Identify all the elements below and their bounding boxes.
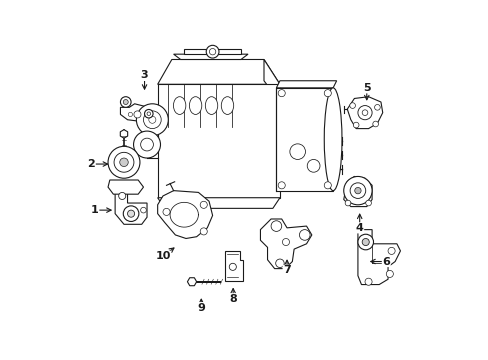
Circle shape (357, 234, 373, 250)
Text: 3: 3 (141, 71, 148, 80)
Circle shape (229, 263, 236, 270)
Polygon shape (173, 54, 247, 59)
Polygon shape (115, 189, 147, 224)
Circle shape (364, 278, 371, 285)
Circle shape (282, 238, 289, 246)
Text: 6: 6 (382, 257, 389, 266)
Circle shape (200, 201, 207, 208)
Polygon shape (108, 180, 143, 194)
Ellipse shape (205, 97, 217, 114)
Circle shape (387, 247, 394, 255)
Polygon shape (264, 59, 279, 102)
Polygon shape (224, 251, 242, 281)
Polygon shape (157, 84, 279, 198)
Polygon shape (346, 97, 382, 129)
Circle shape (120, 158, 128, 167)
Circle shape (306, 159, 319, 172)
Circle shape (349, 103, 355, 108)
Circle shape (206, 45, 219, 58)
Circle shape (133, 131, 160, 158)
Ellipse shape (221, 97, 233, 114)
Circle shape (354, 188, 360, 194)
Text: 4: 4 (355, 223, 363, 233)
Circle shape (353, 122, 358, 128)
Circle shape (163, 208, 170, 215)
Polygon shape (276, 81, 336, 88)
Circle shape (123, 100, 128, 104)
Polygon shape (157, 191, 212, 238)
Circle shape (278, 182, 285, 189)
Circle shape (114, 152, 134, 172)
Circle shape (120, 97, 131, 107)
Circle shape (365, 200, 370, 206)
Text: 7: 7 (283, 265, 290, 275)
Circle shape (147, 112, 150, 116)
Circle shape (123, 206, 139, 221)
Circle shape (119, 192, 125, 199)
Polygon shape (357, 230, 400, 284)
Circle shape (374, 104, 380, 110)
Circle shape (299, 230, 309, 240)
Ellipse shape (173, 97, 185, 114)
Circle shape (386, 270, 392, 278)
Circle shape (275, 259, 284, 267)
Polygon shape (157, 59, 279, 84)
Circle shape (143, 111, 161, 129)
Circle shape (362, 238, 368, 246)
Circle shape (349, 183, 365, 198)
Circle shape (357, 105, 371, 120)
Ellipse shape (324, 88, 341, 191)
Circle shape (141, 138, 153, 151)
Circle shape (209, 49, 215, 55)
Text: 2: 2 (87, 159, 95, 169)
Circle shape (345, 200, 350, 206)
Circle shape (127, 210, 134, 217)
Circle shape (200, 228, 207, 235)
Circle shape (108, 146, 140, 178)
Polygon shape (276, 88, 332, 191)
Circle shape (343, 176, 371, 205)
Circle shape (324, 182, 331, 189)
Circle shape (134, 111, 141, 118)
Polygon shape (120, 104, 154, 122)
Polygon shape (157, 198, 279, 208)
Polygon shape (343, 176, 371, 207)
Circle shape (372, 121, 378, 127)
Circle shape (148, 116, 156, 123)
Circle shape (289, 144, 305, 159)
Text: 9: 9 (197, 303, 205, 312)
Circle shape (141, 207, 146, 213)
Polygon shape (187, 278, 196, 286)
Ellipse shape (189, 97, 202, 114)
Polygon shape (184, 49, 241, 54)
Circle shape (270, 221, 281, 231)
Circle shape (136, 104, 168, 136)
Circle shape (128, 112, 132, 117)
Text: 1: 1 (91, 205, 99, 215)
Text: 5: 5 (362, 83, 370, 93)
Text: 10: 10 (155, 251, 170, 261)
Circle shape (362, 110, 367, 116)
Circle shape (324, 90, 331, 97)
Text: 8: 8 (229, 294, 237, 304)
Circle shape (144, 109, 153, 118)
Polygon shape (260, 219, 311, 269)
Polygon shape (120, 130, 127, 138)
Circle shape (278, 90, 285, 97)
